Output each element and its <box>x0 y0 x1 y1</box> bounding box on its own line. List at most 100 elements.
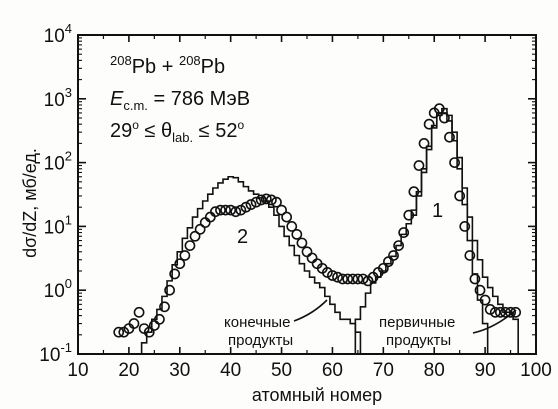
energy-value: = 786 МэВ <box>148 88 250 110</box>
data-point <box>113 326 125 338</box>
data-point <box>276 204 287 216</box>
peak-label-1: 1 <box>432 200 443 222</box>
y-tick-label: 102 <box>44 149 72 175</box>
data-point <box>398 227 410 238</box>
data-point <box>306 252 318 264</box>
data-point <box>464 250 476 261</box>
ticks-group: 10 20 30 40 50 60 70 80 90 100 10-1 100 101 102 103 104 <box>39 21 552 381</box>
step-line-peak-1-final <box>411 112 493 355</box>
data-point <box>169 268 181 280</box>
data-point <box>225 204 237 216</box>
x-tick-label: 10 <box>67 360 88 381</box>
data-point <box>377 262 389 274</box>
angle-max: ≤ 52 <box>193 120 237 142</box>
y-axis-title: dσ/dZ, мб/ед. <box>20 148 40 258</box>
x-tick-label: 30 <box>169 360 190 381</box>
series-group <box>113 103 524 355</box>
data-point <box>444 131 455 143</box>
angle-label: 29o ≤ θlab. ≤ 52o <box>110 118 244 145</box>
data-point <box>128 318 140 329</box>
data-point <box>184 240 196 252</box>
angle-theta: ≤ θ <box>139 120 172 142</box>
data-point <box>220 204 231 216</box>
data-point <box>189 230 201 242</box>
data-point <box>352 273 364 285</box>
data-point <box>423 118 435 130</box>
data-point <box>474 284 486 296</box>
data-point <box>393 240 404 252</box>
angle-min: 29 <box>110 120 132 142</box>
data-point <box>301 246 313 258</box>
data-point <box>388 250 399 261</box>
data-point <box>265 194 277 206</box>
data-point <box>159 301 170 313</box>
data-point <box>194 223 206 235</box>
data-point <box>209 206 221 218</box>
reaction-mass-a: 208 <box>110 53 132 68</box>
energy-subscript: c.m. <box>123 98 148 113</box>
data-point <box>418 137 430 149</box>
data-point <box>332 271 343 283</box>
y-tick-label: 10-1 <box>39 340 72 366</box>
data-point <box>327 270 338 281</box>
data-point <box>281 211 293 223</box>
data-point <box>291 228 303 240</box>
peak-label-2: 2 <box>237 226 248 248</box>
x-tick-label: 20 <box>118 360 139 381</box>
data-point <box>413 160 425 171</box>
data-point <box>215 204 226 216</box>
y-tick-label: 100 <box>44 276 72 302</box>
data-point <box>286 220 298 232</box>
x-tick-label: 60 <box>322 360 343 381</box>
reaction-mass-b: 208 <box>179 53 201 68</box>
primary-products-label-line1: первичные <box>379 314 455 331</box>
x-tick-label: 50 <box>271 360 292 381</box>
data-point <box>250 196 262 208</box>
data-point <box>454 190 466 202</box>
final-products-label-line2: продукты <box>228 332 293 349</box>
reaction-label: 208Pb + 208Pb <box>110 53 225 78</box>
primary-products-label-line2: продукты <box>386 332 451 349</box>
data-point <box>240 201 252 213</box>
energy-symbol: E <box>110 88 124 110</box>
data-point <box>230 206 242 218</box>
x-tick-label: 40 <box>220 360 241 381</box>
data-point <box>179 250 191 261</box>
data-point <box>174 258 186 270</box>
x-tick-label: 70 <box>373 360 394 381</box>
data-point <box>296 237 308 249</box>
angle-max-degree: o <box>237 118 244 132</box>
data-point <box>133 306 145 318</box>
angle-min-degree: o <box>132 118 139 132</box>
data-point <box>271 196 282 208</box>
data-point <box>449 157 460 168</box>
data-point <box>260 193 272 205</box>
x-tick-label: 100 <box>520 360 552 381</box>
primary-products-pointer <box>472 309 517 334</box>
data-point <box>342 273 354 285</box>
data-point <box>489 306 501 318</box>
data-point <box>143 326 155 338</box>
data-point <box>459 220 471 232</box>
energy-label: Ec.m. = 786 МэВ <box>110 88 250 113</box>
final-products-pointer <box>293 299 328 322</box>
data-point <box>255 194 267 206</box>
step-line-final <box>136 175 366 355</box>
data-point <box>337 273 349 285</box>
data-point <box>204 211 216 223</box>
data-point <box>164 284 175 296</box>
x-tick-label: 80 <box>424 360 445 381</box>
x-axis-title: атомный номер <box>252 385 382 405</box>
reaction-element-a: Pb + <box>132 56 179 78</box>
data-point <box>245 199 257 210</box>
data-point <box>199 217 211 228</box>
y-tick-label: 103 <box>44 85 72 111</box>
y-tick-label: 104 <box>44 21 72 47</box>
x-tick-label: 90 <box>475 360 496 381</box>
final-products-label-line1: конечные <box>224 314 290 331</box>
y-tick-label: 101 <box>44 212 72 238</box>
data-point <box>357 273 369 285</box>
data-point <box>347 273 359 285</box>
